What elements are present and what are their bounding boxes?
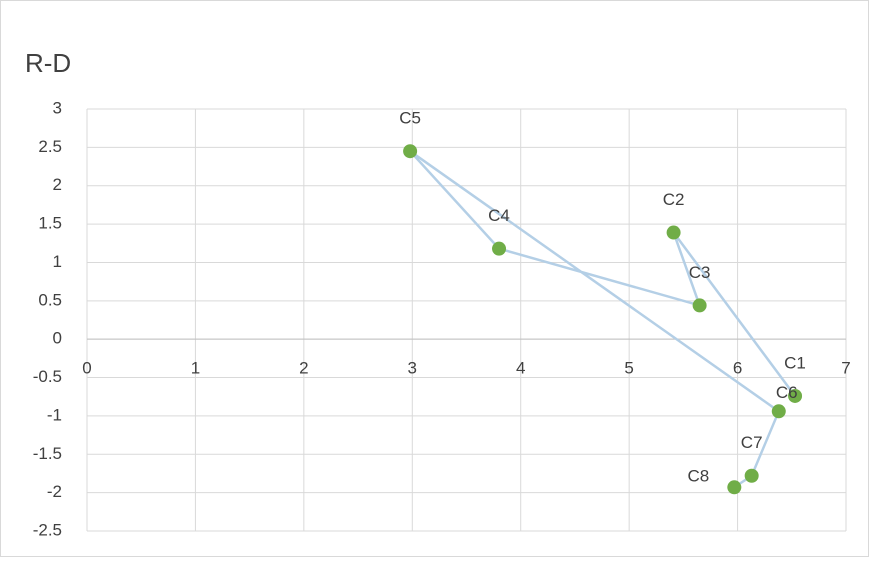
y-tick-label: 2.5 — [38, 137, 62, 156]
y-tick-label: -1 — [47, 405, 62, 424]
data-label: C3 — [689, 263, 711, 282]
y-tick-label: -2.5 — [33, 520, 62, 539]
data-point — [744, 468, 759, 483]
data-label: C5 — [399, 109, 421, 128]
series-line — [409, 150, 797, 489]
x-tick-label: 2 — [299, 359, 308, 378]
data-point — [771, 404, 786, 419]
x-tick-label: 1 — [191, 359, 200, 378]
data-label: C6 — [776, 383, 798, 402]
y-tick-label: 3 — [53, 98, 62, 117]
data-label: C1 — [784, 353, 806, 372]
y-tick-label: 1 — [53, 252, 62, 271]
y-tick-label: 2 — [53, 175, 62, 194]
data-label: C8 — [687, 467, 709, 486]
data-point — [727, 480, 742, 495]
x-tick-label: 4 — [516, 359, 525, 378]
data-point — [492, 241, 507, 256]
y-tick-label: 0 — [53, 329, 62, 348]
data-label: C7 — [741, 433, 763, 452]
y-tick-label: 1.5 — [38, 214, 62, 233]
data-label: C4 — [488, 206, 510, 225]
x-tick-label: 3 — [408, 359, 417, 378]
data-point — [692, 298, 707, 313]
data-point — [666, 225, 681, 240]
data-label: C2 — [663, 190, 685, 209]
y-tick-label: 0.5 — [38, 290, 62, 309]
chart-title: R-D — [25, 48, 71, 78]
y-tick-label: -2 — [47, 482, 62, 501]
x-tick-label: 5 — [624, 359, 633, 378]
x-tick-label: 6 — [733, 359, 742, 378]
y-tick-label: -1.5 — [33, 444, 62, 463]
y-tick-label: -0.5 — [33, 367, 62, 386]
x-tick-label: 0 — [82, 359, 91, 378]
data-point — [403, 144, 418, 159]
data-point — [788, 388, 803, 403]
x-tick-label: 7 — [841, 359, 850, 378]
